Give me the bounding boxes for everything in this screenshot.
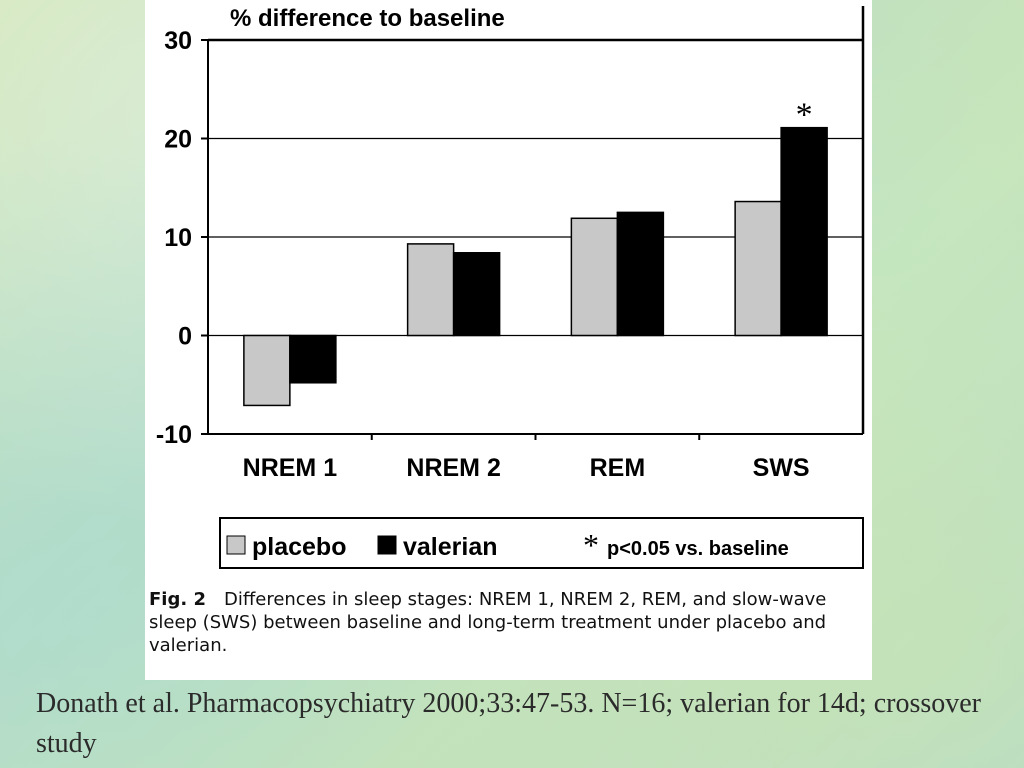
figure-panel: % difference to baseline 30 20 10 0 -10 NREM … (145, 0, 872, 680)
y-tick-label-1: 20 (164, 126, 192, 154)
legend-label-placebo: placebo (252, 533, 346, 561)
x-category-label-2: REM (590, 454, 646, 482)
y-tick-label-3: 0 (178, 323, 192, 351)
x-category-label-3: SWS (753, 454, 810, 482)
x-category-label-1: NREM 2 (406, 454, 500, 482)
bar-chart: % difference to baseline 30 20 10 0 -10 NREM … (156, 5, 865, 569)
legend-label-valerian: valerian (403, 533, 498, 561)
citation-footer: Donath et al. Pharmacopsychiatry 2000;33… (36, 688, 981, 759)
bar-placebo-nrem-2 (406, 243, 455, 337)
y-tick-label-4: -10 (156, 421, 192, 449)
bar-valerian-nrem-2 (452, 252, 501, 337)
legend-swatch-placebo (226, 535, 246, 555)
bar-valerian-nrem-1 (289, 334, 337, 384)
figure-label: Fig. 2 (149, 589, 206, 610)
bar-valerian-sws (780, 126, 828, 337)
x-category-label-0: NREM 1 (243, 454, 338, 482)
chart-title: % difference to baseline (230, 5, 505, 32)
bar-placebo-nrem-1 (243, 334, 291, 407)
significance-marker-0: * (796, 97, 813, 134)
legend-significance-text: p<0.05 vs. baseline (607, 538, 789, 560)
y-tick-label-2: 10 (164, 224, 192, 252)
bar-valerian-rem (616, 211, 665, 337)
bar-placebo-sws (734, 200, 782, 337)
legend-significance-symbol: * (583, 527, 599, 563)
y-tick-label-0: 30 (164, 27, 192, 55)
legend-box (219, 517, 864, 569)
figure-caption-text: Differences in sleep stages: NREM 1, NRE… (149, 589, 827, 656)
bar-placebo-rem (570, 217, 619, 337)
figure-caption: Fig. 2 Differences in sleep stages: NREM … (149, 588, 869, 657)
legend-swatch-valerian (377, 535, 397, 555)
